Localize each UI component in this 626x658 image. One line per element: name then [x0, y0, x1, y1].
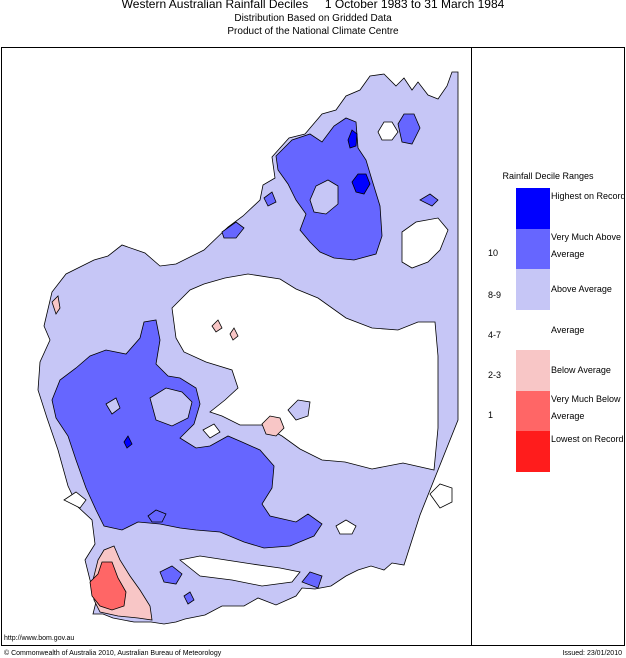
legend-swatch-highest: [516, 188, 550, 229]
legend-range-10: 10: [488, 248, 499, 258]
map-subtitle-product: Product of the National Climate Centre: [227, 26, 399, 37]
region-above-inside-west-2: [105, 397, 121, 415]
region-very-much-above-south-coast-3: [183, 591, 195, 605]
legend-label-average: Average: [551, 325, 585, 335]
region-very-much-above-south-small: [147, 509, 167, 523]
legend-label-very-much-below: Very Much Below Average: [551, 394, 621, 421]
legend-label-below: Below Average: [551, 365, 611, 375]
map-subtitle-method: Distribution Based on Gridded Data: [234, 13, 392, 24]
footer-copyright: © Commonwealth of Australia 2010, Austra…: [4, 650, 222, 657]
region-highest-north: [351, 173, 371, 195]
legend-swatch-above: [516, 269, 550, 310]
map-title: Western Australian Rainfall Deciles 1 Oc…: [121, 0, 505, 11]
region-average-west-small: [202, 423, 221, 439]
region-average-south: [179, 555, 301, 587]
region-average-south-east: [429, 483, 453, 509]
region-average-central: [171, 273, 439, 471]
region-highest-west: [123, 435, 133, 449]
legend-label-lowest: Lowest on Record: [551, 434, 624, 444]
region-very-much-above-south-coast-1: [159, 565, 183, 585]
region-very-much-above-small-3: [263, 191, 277, 207]
legend-swatch-average: [516, 310, 550, 351]
region-below-central-2: [211, 319, 223, 333]
region-above-inside-north: [309, 179, 339, 215]
legend-panel: Rainfall Decile Ranges Highest on Record…: [471, 47, 626, 646]
legend-label-highest: Highest on Record: [551, 191, 626, 201]
region-below-central-3: [229, 327, 239, 341]
region-very-much-above-south-coast-2: [301, 571, 323, 589]
region-very-much-above-north-east: [397, 113, 421, 145]
legend-swatch-very-much-below: [516, 391, 550, 432]
region-above-inside-central: [287, 399, 311, 421]
legend-title: Rainfall Decile Ranges: [502, 171, 594, 181]
region-very-much-above-small-2: [221, 221, 245, 239]
region-average-north-east: [377, 121, 399, 141]
region-very-much-above-west: [51, 319, 323, 549]
footer-url[interactable]: http://www.bom.gov.au: [4, 635, 75, 642]
region-average-coast: [63, 491, 87, 509]
region-very-much-above-small-1: [419, 193, 439, 207]
region-below-west-coast: [51, 295, 61, 315]
legend-range-2-3: 2-3: [488, 370, 502, 380]
region-above-inside-west-1: [149, 387, 193, 427]
legend-range-4-7: 4-7: [488, 330, 502, 340]
legend-label-very-much-above: Very Much Above Average: [551, 232, 622, 259]
region-highest-north-small: [347, 129, 358, 149]
region-very-much-below-southwest: [89, 561, 127, 611]
legend-range-1: 1: [488, 410, 494, 420]
region-average-south-small: [335, 519, 357, 535]
map-frame: [1, 47, 472, 646]
region-below-central-1: [261, 415, 285, 437]
legend-swatch-very-much-above: [516, 229, 550, 270]
footer-issued-date: Issued: 23/01/2010: [562, 650, 622, 657]
legend-swatch-below: [516, 350, 550, 391]
legend-range-8-9: 8-9: [488, 290, 502, 300]
legend-swatch-lowest: [516, 431, 550, 472]
legend-label-above: Above Average: [551, 284, 612, 294]
region-average-east: [401, 217, 449, 269]
